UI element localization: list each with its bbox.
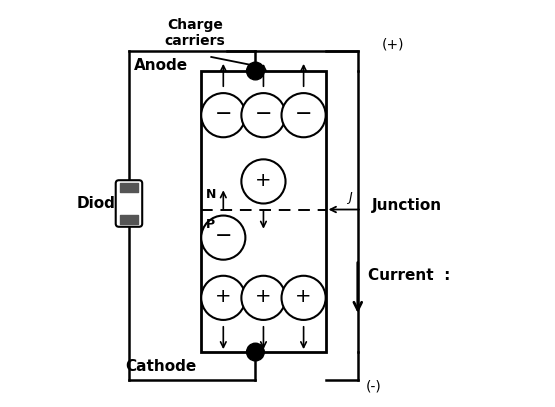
Circle shape: [241, 93, 285, 137]
Circle shape: [281, 276, 326, 320]
Text: J: J: [348, 191, 351, 204]
Text: −: −: [215, 104, 232, 124]
Text: +: +: [295, 287, 312, 306]
Text: −: −: [255, 104, 272, 124]
Text: +: +: [215, 287, 231, 306]
Text: (-): (-): [366, 379, 382, 393]
Text: +: +: [255, 287, 272, 306]
Circle shape: [246, 343, 264, 361]
Text: Junction: Junction: [372, 198, 442, 213]
Circle shape: [246, 62, 264, 80]
Circle shape: [281, 93, 326, 137]
Text: Current  :: Current :: [368, 268, 450, 283]
Circle shape: [201, 93, 245, 137]
Text: −: −: [295, 104, 312, 124]
Text: +: +: [255, 171, 272, 190]
FancyBboxPatch shape: [116, 180, 142, 227]
Text: −: −: [215, 226, 232, 246]
Circle shape: [241, 160, 285, 204]
Text: Cathode: Cathode: [125, 359, 196, 374]
Text: N: N: [206, 188, 216, 201]
Text: Anode: Anode: [134, 57, 188, 72]
Circle shape: [201, 276, 245, 320]
Bar: [201, 71, 326, 352]
Text: Charge
carriers: Charge carriers: [165, 18, 225, 48]
Text: (+): (+): [382, 38, 405, 52]
Text: P: P: [206, 218, 215, 230]
Circle shape: [241, 276, 285, 320]
Text: Diode: Diode: [76, 196, 125, 211]
Circle shape: [201, 216, 245, 260]
